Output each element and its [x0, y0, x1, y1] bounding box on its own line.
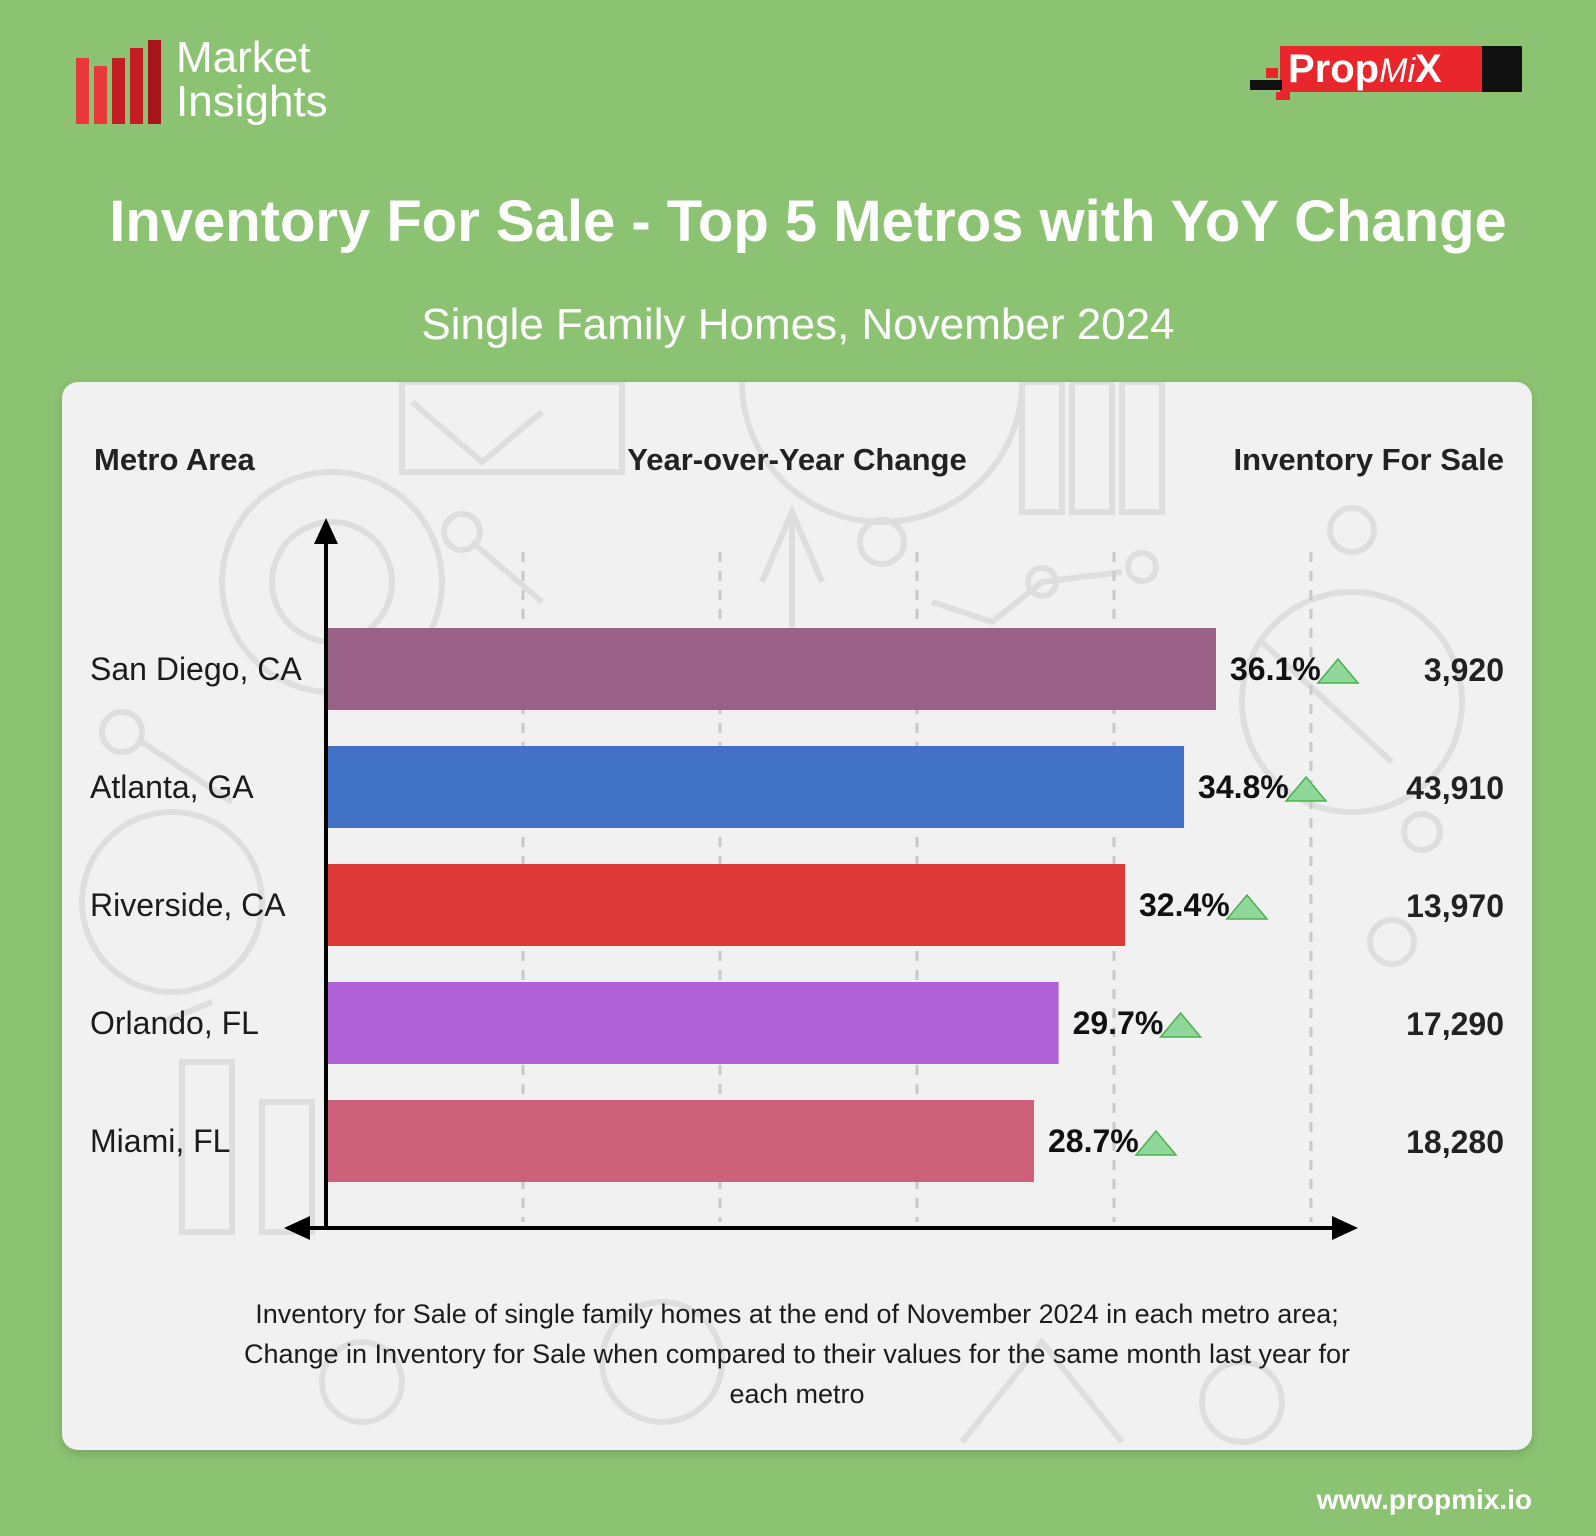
bar — [328, 1100, 1034, 1182]
bar — [328, 982, 1059, 1064]
yoy-value-label: 32.4% — [1139, 887, 1230, 923]
column-header-inventory: Inventory For Sale — [1233, 442, 1504, 477]
bar — [328, 628, 1216, 710]
yoy-value-label: 34.8% — [1198, 769, 1289, 805]
chart-card: Metro Area Year-over-Year Change Invento… — [62, 382, 1532, 1450]
brand-black-tab — [1250, 80, 1282, 90]
footnote: Inventory for Sale of single family home… — [172, 1294, 1422, 1414]
inventory-value-label: 18,280 — [1406, 1124, 1504, 1160]
logo-line-2: Insights — [176, 77, 328, 126]
market-insights-logo-text: Market Insights — [176, 36, 328, 124]
logo-line-1: Market — [176, 33, 311, 82]
up-triangle-icon — [1225, 893, 1269, 920]
column-header-yoy: Year-over-Year Change — [627, 442, 967, 477]
inventory-value-label: 17,290 — [1406, 1006, 1504, 1042]
up-triangle-icon — [1134, 1129, 1178, 1156]
footnote-line-1: Inventory for Sale of single family home… — [255, 1299, 1339, 1329]
brand-prefix: Prop — [1288, 47, 1380, 91]
logo-bar — [130, 48, 143, 124]
brand-suffix: X — [1415, 47, 1442, 91]
decorative-watermark — [79, 382, 1465, 1445]
x-axis-left-arrow-icon — [284, 1216, 310, 1240]
column-header-metro: Metro Area — [94, 442, 255, 477]
y-axis-arrow-icon — [314, 518, 338, 544]
market-insights-logo-icon — [76, 40, 162, 124]
website-url: www.propmix.io — [1316, 1484, 1532, 1515]
bar — [328, 864, 1125, 946]
brand-red-dot — [1266, 68, 1278, 78]
logo-bar — [148, 40, 161, 124]
brand-wordmark: PropMiX — [1288, 46, 1442, 92]
chart-title: Inventory For Sale - Top 5 Metros with Y… — [109, 189, 1507, 254]
bar — [328, 746, 1185, 828]
metro-label: Miami, FL — [90, 1123, 230, 1159]
brand-red-block — [1280, 46, 1492, 92]
up-triangle-icon — [1316, 657, 1360, 684]
metro-label: San Diego, CA — [90, 651, 302, 687]
brand-red-tab — [1276, 92, 1290, 100]
brand-black-block — [1482, 46, 1522, 92]
footnote-line-2: Change in Inventory for Sale when compar… — [243, 1339, 1351, 1369]
inventory-value-label: 13,970 — [1406, 888, 1504, 924]
metro-label: Riverside, CA — [90, 887, 286, 923]
x-axis-right-arrow-icon — [1332, 1216, 1358, 1240]
inventory-value-label: 3,920 — [1424, 652, 1504, 688]
bar-chart: San Diego, CA 36.1% 3,920 Atlanta, GA 34.8% 4… — [90, 518, 1504, 1240]
logo-bar — [76, 58, 89, 124]
chart-subtitle: Single Family Homes, November 2024 — [421, 300, 1175, 349]
metro-label: Atlanta, GA — [90, 769, 254, 805]
footnote-line-3: each metro — [729, 1379, 865, 1409]
yoy-value-label: 36.1% — [1230, 651, 1321, 687]
yoy-value-label: 29.7% — [1073, 1005, 1164, 1041]
yoy-value-label: 28.7% — [1048, 1123, 1139, 1159]
up-triangle-icon — [1158, 1011, 1203, 1038]
inventory-value-label: 43,910 — [1406, 770, 1504, 806]
up-triangle-icon — [1284, 775, 1328, 802]
metro-label: Orlando, FL — [90, 1005, 259, 1041]
logo-bar — [112, 58, 125, 124]
propmix-logo: PropMiX — [1250, 46, 1522, 100]
brand-mid: Mi — [1379, 52, 1416, 90]
logo-bar — [94, 66, 107, 124]
